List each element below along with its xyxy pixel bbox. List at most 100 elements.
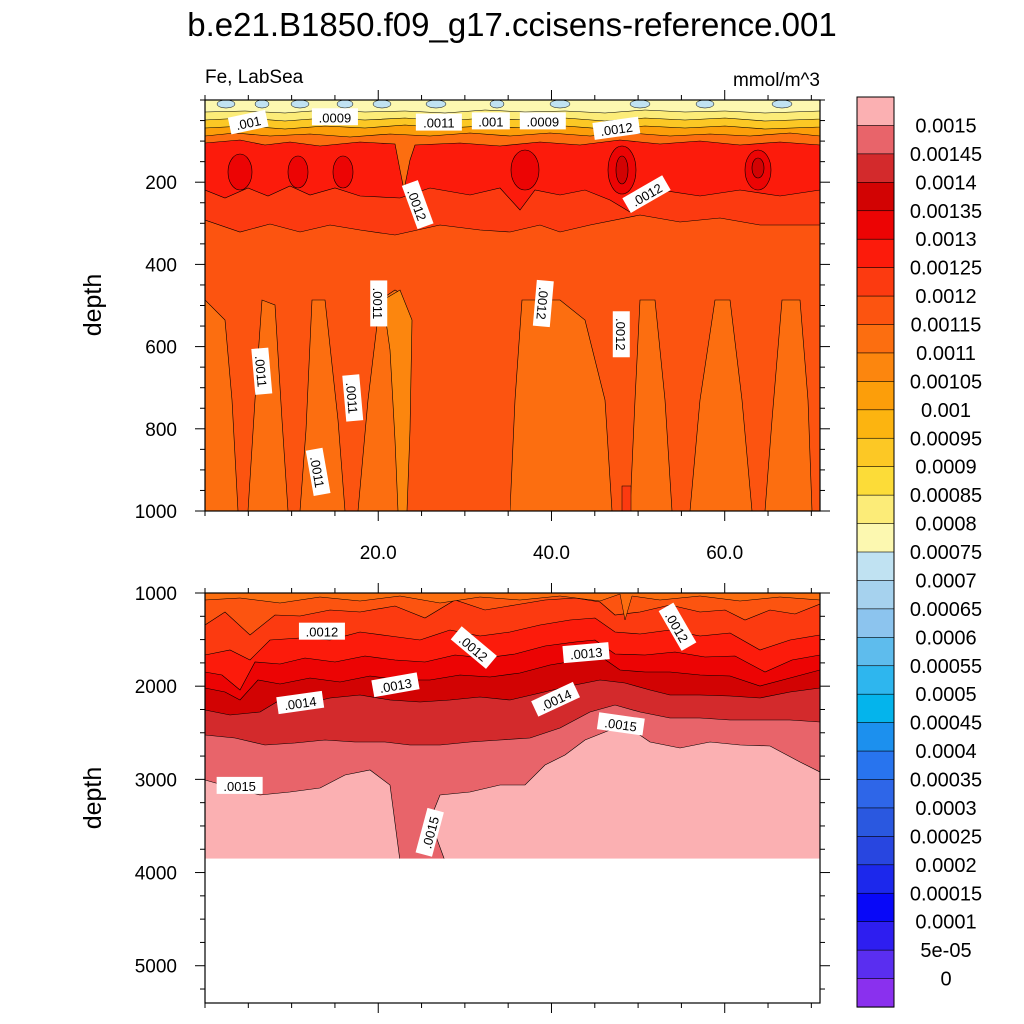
colorbar-label: 0.0002 (915, 855, 976, 877)
contour-label-box (370, 280, 388, 327)
contour-label: .0011 (251, 347, 273, 395)
colorbar-label: 0.0001 (915, 912, 976, 934)
contour-label: .0012 (592, 116, 641, 140)
colorbar-label: 0.00125 (910, 258, 982, 280)
colorbar-swatch (856, 665, 895, 695)
colorbar-label: 0.0015 (915, 115, 976, 137)
upper-fresh-3 (290, 100, 310, 109)
upper-left-label: Fe, LabSea (205, 67, 304, 88)
colorbar-swatch (856, 836, 895, 866)
colorbar-label: 0.00025 (910, 826, 982, 848)
upper-units-label: mmol/m^3 (733, 70, 820, 91)
upper-fresh-6 (425, 100, 447, 109)
y-tick-label: 200 (145, 173, 177, 194)
colorbar-label: 0.00135 (910, 201, 982, 223)
contour-label-box (596, 712, 645, 736)
y-tick-label: 5000 (135, 957, 177, 978)
contour-label-box (622, 175, 671, 213)
upper-band-1p35-b (751, 157, 765, 179)
lower-y-axis-label: depth (79, 767, 107, 830)
upper-fresh-5 (372, 100, 392, 109)
contour-label: .0012 (298, 622, 345, 640)
contour-label-text: .0009 (527, 114, 560, 129)
contour-label-text: .0014 (283, 694, 317, 713)
contour-label-text: .001 (234, 113, 262, 133)
colorbar-label: 0.0011 (916, 343, 976, 365)
colorbar-label: 0.0007 (915, 570, 976, 592)
contour-label-box (298, 622, 345, 640)
contour-label-box (531, 681, 581, 717)
contour-label: .0014 (276, 690, 325, 715)
colorbar-label: 0.00105 (910, 371, 982, 393)
no-data-region (205, 858, 820, 1003)
colorbar-label: 0.0008 (915, 514, 976, 536)
colorbar-swatch (856, 182, 895, 212)
upper-fresh-4 (336, 100, 354, 109)
colorbar-label: 0.00035 (910, 770, 982, 792)
contour-label-box (612, 311, 630, 358)
colorbar-swatch (856, 921, 895, 951)
upper-fresh-9 (629, 100, 651, 109)
colorbar-frame (856, 96, 895, 1008)
x-tick-label: 20.0 (360, 543, 397, 564)
contour-label-text: .0012 (533, 287, 551, 321)
colorbar-label: 0.0009 (915, 457, 976, 479)
contour-label-box (562, 642, 610, 664)
colorbar-label: 0.001 (921, 400, 971, 422)
colorbar-swatch (856, 523, 895, 553)
contour-label-box (532, 279, 554, 328)
colorbar-label: 0.0003 (915, 798, 976, 820)
colorbar-swatch (856, 551, 895, 582)
contour-label: .001 (227, 109, 269, 135)
colorbar-swatch (856, 949, 895, 980)
contour-label-box (342, 374, 364, 422)
contour-label-box (658, 602, 697, 651)
contour-label-box (276, 690, 325, 715)
contour-label-text: .0009 (319, 110, 352, 125)
upper-fresh-11 (771, 100, 793, 109)
colorbar-swatch (856, 494, 895, 525)
colorbar-swatch (856, 722, 895, 752)
colorbar-swatch (856, 267, 895, 297)
contour-label: .001 (471, 112, 510, 130)
lower-band-1p1 (205, 593, 820, 621)
colorbar-swatch (856, 125, 895, 155)
colorbar-label: 0.00115 (911, 315, 982, 337)
upper-band-1p35-a (615, 155, 629, 185)
contour-label: .0012 (612, 311, 630, 358)
colorbar-swatch (856, 978, 895, 1008)
y-tick-label: 4000 (135, 864, 177, 885)
contour-label: .0009 (311, 108, 358, 126)
colorbar-swatch (856, 807, 895, 837)
contour-label: .0009 (519, 112, 566, 130)
upper-contour-labels: .001 .0009 .0011 .001 .0009 .0012 .0012 .0012 .0… (227, 108, 671, 496)
y-tick-label: 800 (145, 420, 177, 441)
y-tick-label: 600 (145, 338, 177, 359)
colorbar-label: 5e-05 (920, 940, 971, 962)
y-tick-label: 400 (145, 255, 177, 276)
colorbar-label: 0.0004 (915, 741, 976, 763)
colorbar-swatch (856, 750, 895, 781)
colorbar-swatch (856, 238, 895, 269)
contour-label-text: .0011 (423, 116, 455, 131)
contour-label-text: .0013 (569, 645, 603, 663)
contour-label-box (592, 116, 641, 140)
upper-panel: .001 .0009 .0011 .001 .0009 .0012 .0012 .0012 .0… (79, 90, 830, 564)
upper-y-axis-label: depth (79, 274, 107, 337)
contour-label-box (450, 626, 497, 669)
upper-fresh-10 (695, 100, 715, 109)
chart-title: b.e21.B1850.f09_g17.ccisens-reference.00… (187, 6, 836, 43)
colorbar-swatch (856, 466, 895, 496)
colorbar-swatch (856, 409, 895, 439)
upper-band-1p05 (382, 289, 413, 511)
colorbar-label: 0.00015 (910, 883, 982, 905)
contour-label-box (311, 108, 358, 126)
colorbar: 0.0015 0.00145 0.0014 0.00135 0.0013 0.00125 0… (856, 96, 982, 1008)
colorbar-swatch (856, 437, 895, 468)
colorbar-swatch (856, 693, 895, 724)
colorbar-label: 0.0012 (915, 286, 976, 308)
upper-band-1p3-a (227, 153, 253, 191)
colorbar-swatch (856, 352, 895, 382)
contour-label-text: .0012 (306, 625, 339, 640)
